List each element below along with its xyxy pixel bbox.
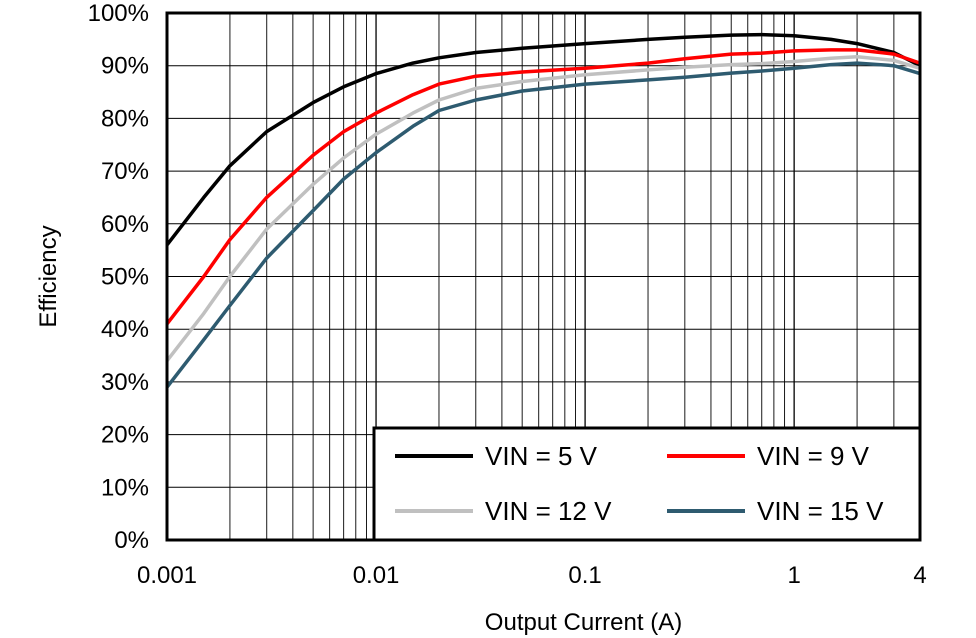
legend-label-3: VIN = 12 V [485,496,612,526]
series-line-2 [165,48,921,325]
x-tick-label: 0.1 [568,562,601,589]
y-tick-label: 90% [101,53,149,80]
y-tick-label: 70% [101,158,149,185]
series-line-3 [165,54,921,362]
x-axis-title: Output Current (A) [485,609,682,636]
legend-label-1: VIN = 5 V [485,441,598,471]
y-tick-label: 40% [101,316,149,343]
legend-label-4: VIN = 15 V [757,496,884,526]
y-tick-label: 30% [101,369,149,396]
series-line-1 [165,32,921,246]
x-tick-label: 0.001 [137,562,197,589]
series-lines [165,32,921,389]
x-tick-labels: 0.001 0.01 0.1 1 4 [137,562,927,589]
legend: VIN = 5 V VIN = 9 V VIN = 12 V VIN = 15 V [372,426,922,542]
legend-label-2: VIN = 9 V [757,441,870,471]
y-tick-labels: 0% 10% 20% 30% 40% 50% 60% 70% 80% 90% 100% [88,0,149,554]
x-tick-label: 4 [913,562,926,589]
y-axis-title: Efficiency [35,225,62,327]
y-tick-label: 0% [114,527,149,554]
x-tick-label: 0.01 [353,562,400,589]
y-tick-label: 60% [101,211,149,238]
x-tick-label: 1 [787,562,800,589]
y-tick-label: 10% [101,474,149,501]
series-line-4 [165,61,921,389]
legend-box [372,426,922,542]
y-tick-label: 80% [101,105,149,132]
y-tick-label: 100% [88,0,149,27]
y-tick-label: 20% [101,422,149,449]
y-tick-label: 50% [101,264,149,291]
